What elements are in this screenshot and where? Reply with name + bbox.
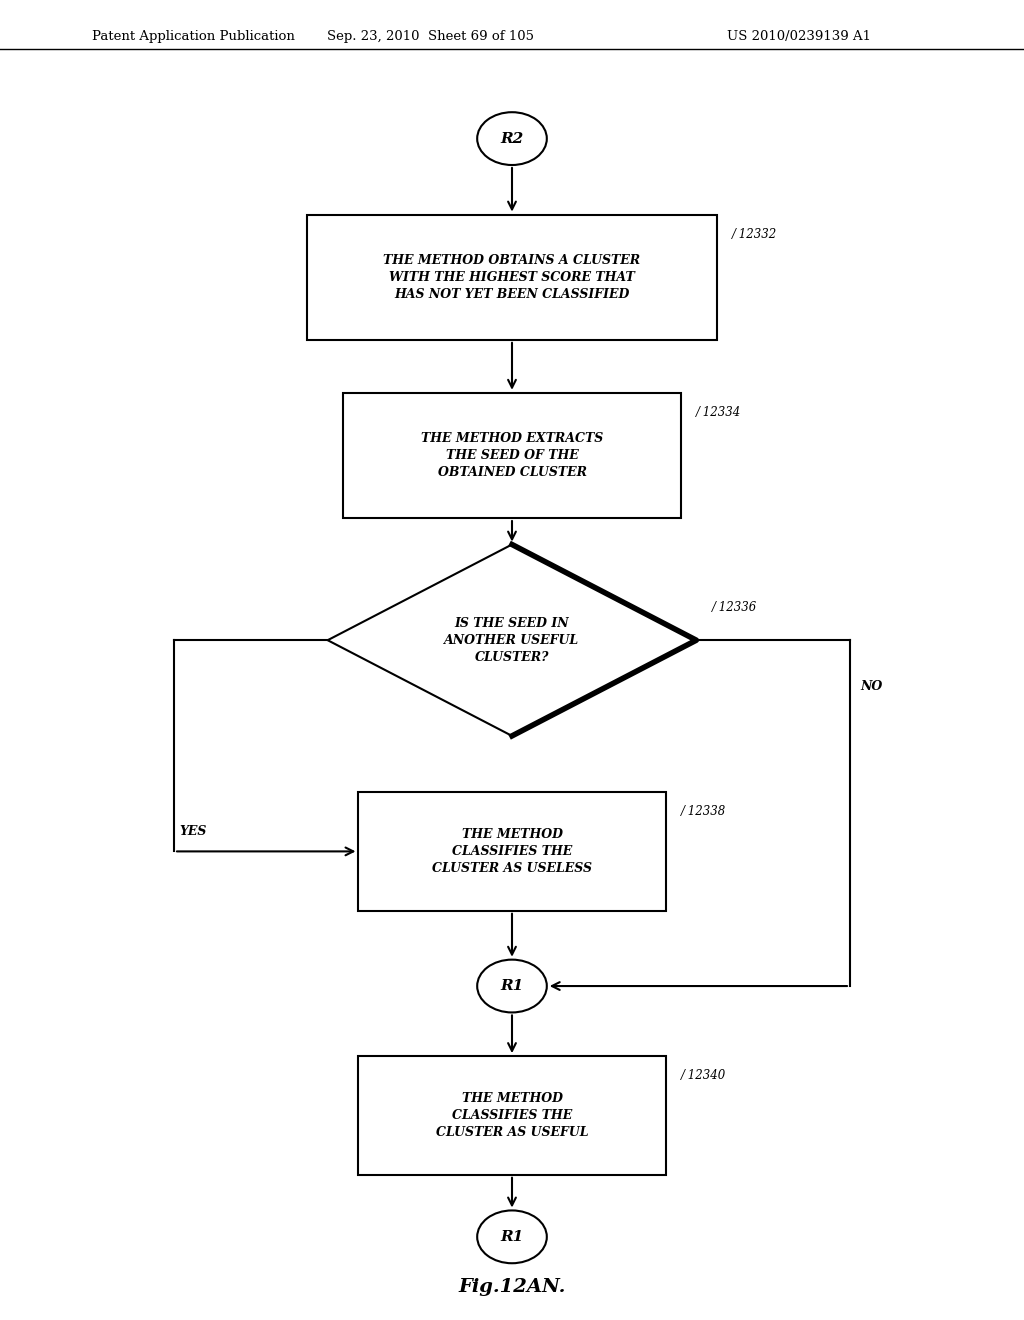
Text: NO: NO xyxy=(860,680,883,693)
Text: / 12336: / 12336 xyxy=(712,601,757,614)
Polygon shape xyxy=(328,544,696,737)
Text: / 12338: / 12338 xyxy=(681,805,726,818)
Text: / 12332: / 12332 xyxy=(732,227,777,240)
Ellipse shape xyxy=(477,112,547,165)
Text: US 2010/0239139 A1: US 2010/0239139 A1 xyxy=(727,30,870,44)
Text: IS THE SEED IN
ANOTHER USEFUL
CLUSTER?: IS THE SEED IN ANOTHER USEFUL CLUSTER? xyxy=(444,616,580,664)
Text: / 12334: / 12334 xyxy=(696,407,741,418)
Bar xyxy=(358,792,666,911)
Text: YES: YES xyxy=(179,825,207,838)
Ellipse shape xyxy=(477,1210,547,1263)
Text: THE METHOD
CLASSIFIES THE
CLUSTER AS USELESS: THE METHOD CLASSIFIES THE CLUSTER AS USE… xyxy=(432,828,592,875)
Bar xyxy=(343,393,681,517)
Bar xyxy=(358,1056,666,1175)
Text: Patent Application Publication: Patent Application Publication xyxy=(92,30,295,44)
Ellipse shape xyxy=(477,960,547,1012)
Text: R1: R1 xyxy=(501,1230,523,1243)
Text: / 12340: / 12340 xyxy=(681,1069,726,1082)
Text: R1: R1 xyxy=(501,979,523,993)
Text: THE METHOD
CLASSIFIES THE
CLUSTER AS USEFUL: THE METHOD CLASSIFIES THE CLUSTER AS USE… xyxy=(436,1092,588,1139)
Text: Sep. 23, 2010  Sheet 69 of 105: Sep. 23, 2010 Sheet 69 of 105 xyxy=(327,30,534,44)
Text: THE METHOD EXTRACTS
THE SEED OF THE
OBTAINED CLUSTER: THE METHOD EXTRACTS THE SEED OF THE OBTA… xyxy=(421,432,603,479)
Text: THE METHOD OBTAINS A CLUSTER
WITH THE HIGHEST SCORE THAT
HAS NOT YET BEEN CLASSI: THE METHOD OBTAINS A CLUSTER WITH THE HI… xyxy=(383,253,641,301)
Text: Fig.12AN.: Fig.12AN. xyxy=(459,1278,565,1296)
Text: R2: R2 xyxy=(501,132,523,145)
Bar xyxy=(307,214,717,339)
